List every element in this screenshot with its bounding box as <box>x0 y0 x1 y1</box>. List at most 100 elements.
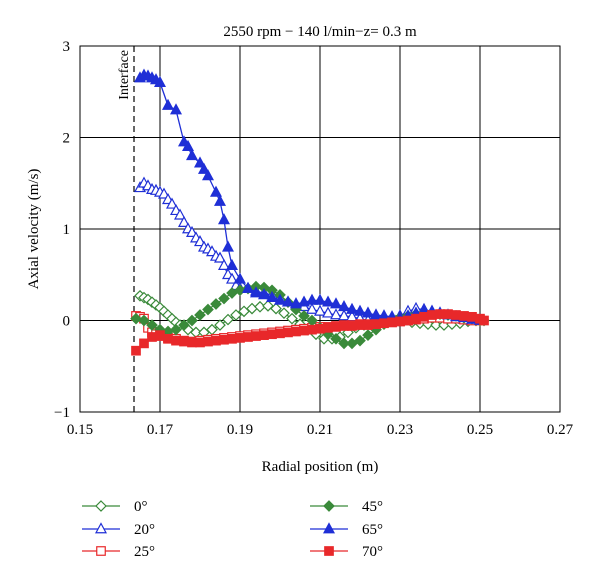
data-point <box>233 272 247 284</box>
data-point <box>298 310 310 322</box>
data-point <box>165 197 179 209</box>
data-point <box>354 334 366 347</box>
data-point <box>193 156 207 168</box>
legend-marker <box>322 522 336 534</box>
data-point <box>363 320 373 330</box>
data-point <box>329 308 343 320</box>
data-point <box>185 149 199 161</box>
legend-label: 25° <box>134 544 155 560</box>
legend-item: 0° <box>82 499 148 515</box>
data-point <box>435 309 445 319</box>
legend-marker <box>95 500 107 512</box>
data-point <box>379 318 389 329</box>
y-tick-label: 0 <box>63 314 71 330</box>
data-point <box>338 337 350 350</box>
grid-lines <box>79 45 561 413</box>
data-point <box>146 319 158 331</box>
data-point <box>403 315 413 326</box>
x-tick-label: 0.27 <box>547 422 574 438</box>
data-point <box>330 332 342 345</box>
data-point <box>218 292 230 305</box>
x-tick-label: 0.17 <box>147 422 174 438</box>
y-axis-label: Axial velocity (m/s) <box>26 169 42 290</box>
data-point <box>291 326 301 337</box>
data-point <box>130 312 142 325</box>
x-axis-label: Radial position (m) <box>262 459 379 475</box>
legend-item: 65° <box>310 522 383 538</box>
data-point <box>387 317 397 328</box>
data-point <box>202 303 214 316</box>
data-point <box>361 306 375 318</box>
x-tick-label: 0.19 <box>227 422 253 438</box>
data-point <box>281 295 295 307</box>
data-point <box>243 332 253 342</box>
data-point <box>313 304 327 316</box>
data-point <box>187 337 197 348</box>
data-point <box>139 338 149 349</box>
data-point <box>307 324 317 335</box>
data-point <box>217 258 231 270</box>
data-point <box>178 319 190 331</box>
y-tick-labels: −1 0 1 2 3 <box>54 39 70 421</box>
data-point <box>194 309 206 321</box>
data-point <box>225 258 239 270</box>
data-point <box>186 314 198 327</box>
data-point <box>323 322 333 333</box>
data-point <box>345 302 359 314</box>
data-point <box>171 335 181 346</box>
data-point <box>157 187 171 199</box>
data-point <box>259 330 269 340</box>
y-tick-label: −1 <box>54 405 70 421</box>
data-point <box>267 329 277 340</box>
data-point <box>163 333 173 344</box>
data-point <box>230 309 242 321</box>
data-point <box>257 288 271 300</box>
data-point <box>275 328 285 339</box>
data-point <box>179 336 189 347</box>
data-point <box>339 321 349 331</box>
legend-marker <box>323 500 335 512</box>
data-point <box>315 323 325 334</box>
data-point <box>177 215 191 227</box>
data-point <box>479 315 489 326</box>
data-point <box>369 308 383 320</box>
data-point <box>395 316 405 327</box>
data-point <box>362 329 374 341</box>
data-point <box>193 235 207 247</box>
data-point <box>235 333 245 343</box>
data-point <box>251 331 261 341</box>
data-point <box>297 295 311 307</box>
data-point <box>347 321 357 331</box>
data-point <box>299 325 309 336</box>
data-point <box>371 319 381 330</box>
data-point <box>170 323 182 336</box>
data-point <box>147 332 157 342</box>
data-point <box>273 293 287 305</box>
chart-title: 2550 rpm − 140 l/min−z= 0.3 m <box>223 24 417 40</box>
y-tick-label: 3 <box>63 39 71 55</box>
data-point <box>353 304 367 316</box>
data-point <box>313 293 327 305</box>
legend-item: 20° <box>82 522 155 538</box>
data-point <box>451 310 461 320</box>
data-point <box>214 319 226 331</box>
data-point <box>305 293 319 305</box>
data-point <box>213 194 227 206</box>
data-point <box>270 302 282 315</box>
data-point <box>195 337 205 348</box>
data-point <box>286 312 298 325</box>
series-layer <box>130 68 490 356</box>
legend-item: 45° <box>310 499 383 515</box>
series-4 <box>133 68 487 325</box>
series-5 <box>131 309 489 356</box>
data-point <box>138 314 150 327</box>
data-point <box>427 310 437 320</box>
legend-marker <box>324 546 334 556</box>
x-tick-label: 0.15 <box>67 422 93 438</box>
x-tick-label: 0.21 <box>307 422 333 438</box>
data-point <box>161 98 175 110</box>
legend-label: 0° <box>134 499 148 515</box>
data-point <box>197 162 211 174</box>
data-point <box>321 306 335 318</box>
